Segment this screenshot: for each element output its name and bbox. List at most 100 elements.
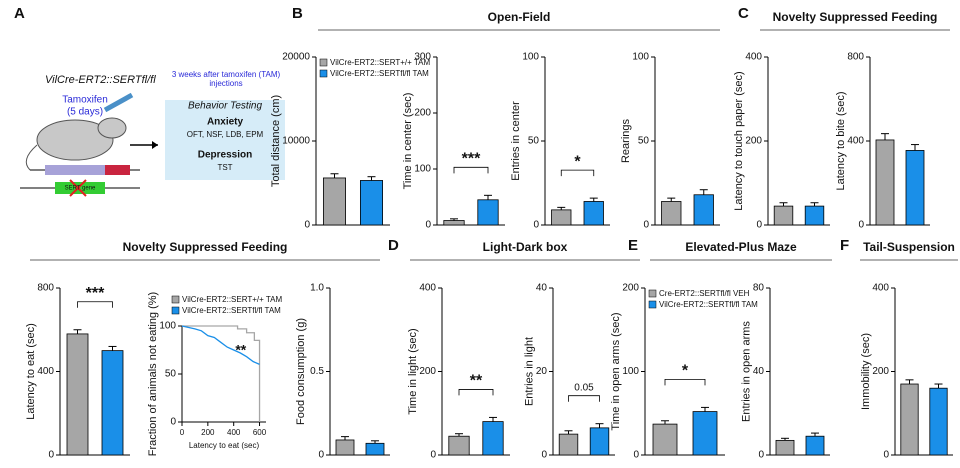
legend-label: VilCre-ERT2::SERT+/+ TAM [182,295,283,304]
y-tick-label: 0 [48,450,54,461]
section-title: Elevated-Plus Maze [685,240,797,254]
y-tick-label: 0 [756,220,762,231]
y-tick-label: 400 [37,366,54,377]
significance-label: ** [235,342,246,358]
bar [652,423,678,456]
y-tick-label: 0 [533,220,539,231]
y-axis-label: Latency to eat (sec) [25,323,37,420]
legend-label: VilCre-ERT2::SERTfl/fl TAM [330,69,429,78]
gene-label: SERT gene [65,186,96,192]
y-tick-label: 0 [170,417,176,428]
y-tick-label: 1.0 [310,283,324,294]
y-tick-label: 0 [541,450,547,461]
testing-box [165,100,285,180]
bar [322,177,346,226]
panel-label: A [14,5,25,22]
section-title: Light-Dark box [483,240,568,254]
y-tick-label: 0 [304,220,310,231]
y-tick-label: 200 [622,283,639,294]
bar [692,411,718,456]
y-tick-label: 20000 [282,52,310,63]
significance-label: ** [470,373,483,390]
bar [443,220,465,226]
y-tick-label: 10000 [282,136,310,147]
y-tick-label: 400 [419,283,436,294]
panel-label: D [388,237,399,254]
section-title: Novelty Suppressed Feeding [123,240,288,254]
y-tick-label: 100 [632,52,649,63]
significance-bracket [458,389,494,396]
legend-label: VilCre-ERT2::SERTfl/fl TAM [182,306,281,315]
x-tick-label: 400 [227,428,241,437]
timing-wrap: 3 weeks after tamoxifen (TAM) injections [171,70,281,88]
y-tick-label: 400 [872,283,889,294]
bar [905,150,925,226]
mouse-head [97,117,127,139]
bar [482,421,504,456]
y-axis-label: Entries in light [524,337,536,406]
cross [69,179,87,197]
legend-swatch [319,69,328,78]
significance-label: *** [462,151,481,168]
y-tick-label: 0.5 [310,366,324,377]
bar [875,139,895,226]
depression: Depression [198,150,252,161]
bar [804,205,825,226]
y-tick-label: 800 [37,283,54,294]
anxiety-tests: OFT, NSF, LDB, EPM [187,130,264,139]
legend-swatch [171,306,180,315]
bar [773,205,794,226]
panel-label: C [738,5,749,22]
y-tick-label: 0 [633,450,639,461]
y-tick-label: 0 [758,450,764,461]
bar [775,439,795,456]
y-tick-label: 0 [883,450,889,461]
y-tick-label: 100 [622,366,639,377]
y-tick-label: 200 [419,366,436,377]
significance-label: * [682,363,689,380]
significance-bracket [560,169,595,177]
y-tick-label: 100 [159,321,176,332]
mouse-tail [25,144,38,171]
y-tick-label: 0 [858,220,864,231]
y-tick-label: 80 [753,283,765,294]
bar [900,383,919,456]
syringe [103,92,134,113]
treatment-duration: (5 days) [67,107,103,118]
y-tick-label: 100 [522,52,539,63]
bar [448,435,470,456]
bar [805,435,825,456]
panel-label: F [840,237,849,254]
legend-swatch [648,289,657,298]
y-tick-label: 400 [847,136,864,147]
timing: 3 weeks after tamoxifen (TAM) injections [171,70,281,88]
x-tick-label: 200 [201,428,215,437]
bar [661,201,682,226]
y-tick-label: 800 [847,52,864,63]
y-axis-label: Total distance (cm) [270,95,282,187]
bar [335,439,355,456]
significance-bracket [77,301,113,308]
cre [105,165,130,175]
legend-swatch [648,300,657,309]
y-axis-label: Latency to bite (sec) [835,91,847,190]
significance-bracket [568,395,600,402]
panel-label: B [292,5,303,22]
section-title: Open-Field [488,10,551,24]
gene-box [55,182,105,194]
y-tick-label: 300 [414,52,431,63]
significance-label: * [574,153,581,170]
bar [365,442,385,456]
mouse-body [36,119,114,161]
y-axis-label: Time in center (sec) [402,93,414,190]
y-tick-label: 200 [745,136,762,147]
promoter [45,165,105,175]
y-tick-label: 0 [643,220,649,231]
legend-label: VilCre-ERT2::SERT+/+ TAM [330,58,431,67]
y-tick-label: 200 [414,108,431,119]
legend-swatch [319,58,328,67]
y-tick-label: 50 [165,369,177,380]
significance-label: 0.05 [574,382,594,393]
y-tick-label: 20 [536,366,548,377]
bar [477,199,499,226]
